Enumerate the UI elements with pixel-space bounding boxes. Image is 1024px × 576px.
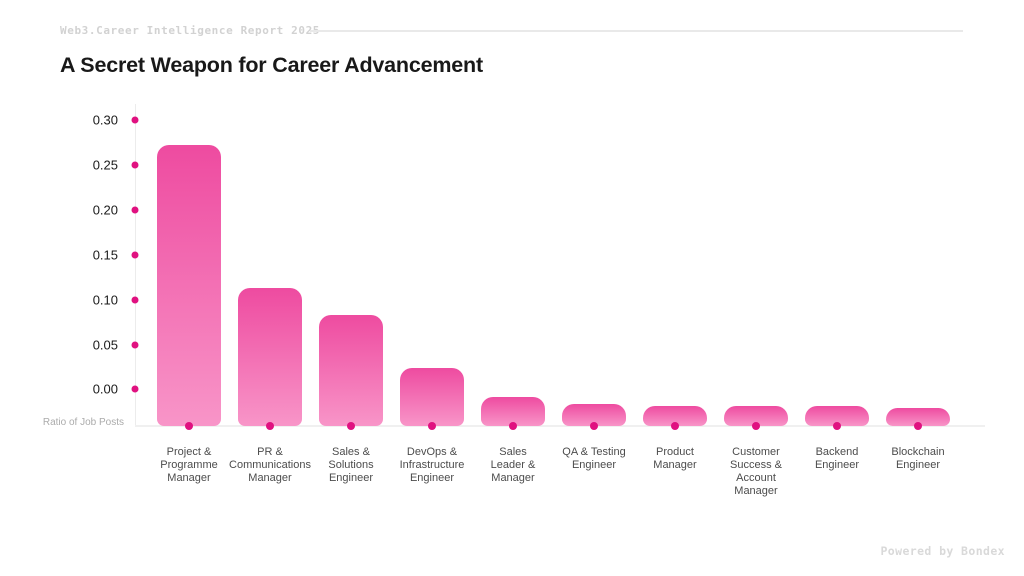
x-axis-baseline <box>135 425 985 427</box>
bar <box>238 288 302 426</box>
x-axis-label-line: Success & <box>730 459 782 471</box>
x-axis-label-line: Engineer <box>895 459 941 471</box>
bar <box>562 404 626 426</box>
bar <box>805 406 869 426</box>
y-tick-dot-icon <box>131 296 139 304</box>
y-tick-dot-icon <box>131 116 139 124</box>
report-watermark-label: Web3.Career Intelligence Report 2025 <box>60 24 321 37</box>
bar-base-dot-icon <box>347 422 355 430</box>
x-axis-label-line: Engineer <box>814 459 860 471</box>
x-axis-label-line: Sales <box>499 446 527 458</box>
x-axis-label-line: Solutions <box>328 459 374 471</box>
x-axis-label-line: PR & <box>257 446 283 458</box>
x-axis-label: Blockchain Engineer <box>866 446 970 472</box>
y-tick-label: 0.25 <box>92 157 118 173</box>
x-axis-label-line: Engineer <box>328 472 374 484</box>
bar-base-dot-icon <box>752 422 760 430</box>
x-axis-label: Product Manager <box>623 446 727 472</box>
x-axis-label-line: Customer <box>732 446 780 458</box>
x-axis-label: Customer Success & Account Manager <box>704 446 808 498</box>
bar-base-dot-icon <box>509 422 517 430</box>
bar-base-dot-icon <box>833 422 841 430</box>
x-axis-label-line: Communications <box>229 459 311 471</box>
x-axis-label: PR & Communications Manager <box>218 446 322 485</box>
y-tick-dot-icon <box>131 385 139 393</box>
y-tick-dot-icon <box>131 341 139 349</box>
x-axis-label: Project & Programme Manager <box>137 446 241 485</box>
bar <box>400 368 464 426</box>
y-axis-title: Ratio of Job Posts <box>42 417 124 428</box>
x-axis-label-line: Manager <box>653 459 697 471</box>
x-axis-label-line: Account <box>736 472 776 484</box>
x-axis-label: QA & Testing Engineer <box>542 446 646 472</box>
x-axis-label-line: Manager <box>734 485 778 497</box>
x-axis-label: DevOps & Infrastructure Engineer <box>380 446 484 485</box>
bar-base-dot-icon <box>266 422 274 430</box>
x-axis-label-line: Backend <box>815 446 859 458</box>
bar <box>643 406 707 426</box>
bar-base-dot-icon <box>914 422 922 430</box>
bar <box>481 397 545 426</box>
y-tick-label: 0.05 <box>92 337 118 353</box>
x-axis-label: Backend Engineer <box>785 446 889 472</box>
x-axis-label-line: Manager <box>248 472 292 484</box>
y-tick-label: 0.10 <box>92 292 118 308</box>
y-tick-dot-icon <box>131 206 139 214</box>
bar <box>157 145 221 426</box>
x-axis-label-line: Blockchain <box>891 446 945 458</box>
x-axis-label-line: Manager <box>491 472 535 484</box>
header-rule-line <box>310 30 963 32</box>
y-tick-label: 0.20 <box>92 202 118 218</box>
x-axis-label-line: Engineer <box>409 472 455 484</box>
y-tick-dot-icon <box>131 161 139 169</box>
bar-base-dot-icon <box>590 422 598 430</box>
x-axis-label-line: QA & Testing <box>562 446 626 458</box>
y-tick-label: 0.30 <box>92 112 118 128</box>
x-axis-label: Sales Leader & Manager <box>461 446 565 485</box>
page-title: A Secret Weapon for Career Advancement <box>60 53 483 77</box>
y-tick-dot-icon <box>131 251 139 259</box>
powered-by-watermark: Powered by Bondex <box>880 544 1005 558</box>
bar-base-dot-icon <box>185 422 193 430</box>
bar-base-dot-icon <box>671 422 679 430</box>
bar <box>724 406 788 426</box>
x-axis-label-line: DevOps & <box>406 446 458 458</box>
x-axis-label-line: Programme <box>160 459 218 471</box>
y-tick-label: 0.00 <box>92 381 118 397</box>
x-axis-label-line: Product <box>656 446 694 458</box>
x-axis-label: Sales & Solutions Engineer <box>299 446 403 485</box>
y-axis-line <box>135 104 136 426</box>
x-axis-label-line: Manager <box>167 472 211 484</box>
x-axis-label-line: Leader & <box>490 459 536 471</box>
x-axis-label-line: Sales & <box>332 446 370 458</box>
x-axis-label-line: Engineer <box>571 459 617 471</box>
x-axis-label-line: Project & <box>166 446 212 458</box>
bar <box>886 408 950 426</box>
x-axis-label-line: Infrastructure <box>399 459 465 471</box>
bar-base-dot-icon <box>428 422 436 430</box>
y-tick-label: 0.15 <box>92 247 118 263</box>
bar <box>319 315 383 426</box>
